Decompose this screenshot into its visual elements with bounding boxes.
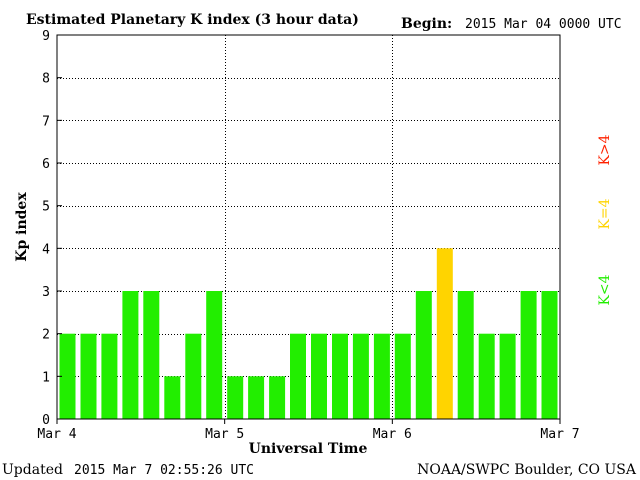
kp-bar xyxy=(332,333,348,419)
source-credit: NOAA/SWPC Boulder, CO USA xyxy=(417,462,637,478)
kp-bar xyxy=(269,376,286,419)
x-axis-label: Universal Time xyxy=(249,441,368,457)
y-tick-label: 2 xyxy=(42,328,50,343)
legend-high: K>4 xyxy=(597,134,613,165)
chart-bars xyxy=(59,248,558,419)
kp-bar xyxy=(164,376,181,419)
chart-grid xyxy=(57,35,560,419)
kp-bar xyxy=(415,291,432,419)
kp-bar xyxy=(248,376,265,419)
kp-bar xyxy=(59,333,76,419)
kp-bar xyxy=(185,333,202,419)
kp-bar xyxy=(80,333,97,419)
plot-frame xyxy=(56,34,561,420)
legend-low: K<4 xyxy=(597,274,613,305)
kp-bar xyxy=(227,376,244,419)
kp-bar xyxy=(478,333,495,419)
y-tick-label: 9 xyxy=(42,29,50,44)
kp-bar xyxy=(352,333,369,419)
kp-bar xyxy=(457,291,474,419)
kp-bar xyxy=(373,333,390,419)
x-tick-label: Mar 5 xyxy=(205,427,244,442)
legend-equal: K=4 xyxy=(597,198,613,229)
kp-bar xyxy=(520,291,537,419)
kp-bar xyxy=(101,333,118,419)
updated-value: 2015 Mar 7 02:55:26 UTC xyxy=(74,463,254,478)
chart-title: Estimated Planetary K index (3 hour data… xyxy=(26,12,359,28)
kp-bar xyxy=(499,333,516,419)
y-tick-label: 7 xyxy=(42,114,50,129)
y-tick-label: 4 xyxy=(42,242,50,257)
kp-bar xyxy=(311,333,327,419)
y-tick-label: 0 xyxy=(42,413,50,428)
kp-bar xyxy=(436,248,453,419)
kp-bar xyxy=(290,333,306,419)
begin-value: 2015 Mar 04 0000 UTC xyxy=(465,17,622,32)
y-tick-label: 1 xyxy=(42,370,50,385)
updated-label: Updated xyxy=(2,462,63,478)
kp-bar xyxy=(122,291,139,419)
kp-bar xyxy=(541,291,558,419)
kp-bar xyxy=(206,291,223,419)
y-axis-label: Kp index xyxy=(14,192,30,262)
kp-bar xyxy=(394,333,411,419)
kp-bar xyxy=(143,291,160,419)
y-tick-label: 8 xyxy=(42,72,50,87)
x-tick-label: Mar 7 xyxy=(540,427,579,442)
y-tick-label: 3 xyxy=(42,285,50,300)
begin-label: Begin: xyxy=(401,16,452,32)
y-tick-label: 5 xyxy=(42,200,50,215)
x-tick-label: Mar 6 xyxy=(373,427,412,442)
y-tick-label: 6 xyxy=(42,157,50,172)
x-tick-label: Mar 4 xyxy=(37,427,76,442)
x-tick-labels: Mar 4 Mar 5 Mar 6 Mar 7 xyxy=(37,419,580,442)
y-tick-labels: 0 1 2 3 4 5 6 7 8 9 xyxy=(42,29,62,428)
